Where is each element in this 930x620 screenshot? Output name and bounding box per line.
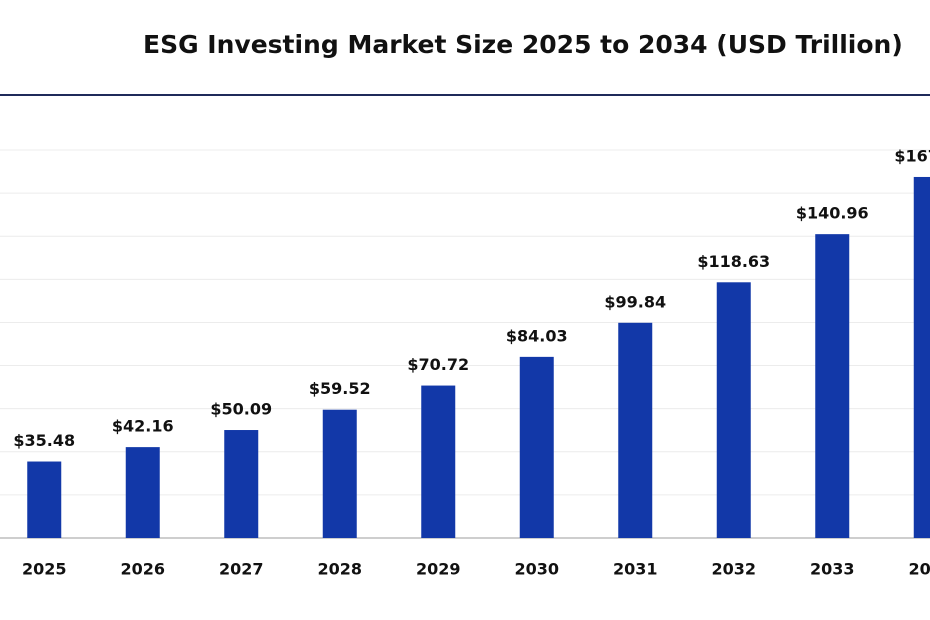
- value-label: $84.03: [506, 326, 568, 345]
- value-label: $99.84: [604, 292, 666, 311]
- x-tick-label: 2028: [317, 560, 362, 579]
- bar: [519, 356, 554, 538]
- x-tick-label: 2026: [120, 560, 165, 579]
- x-tick-label: 2033: [810, 560, 855, 579]
- bar: [27, 461, 62, 538]
- value-label: $140.96: [796, 204, 869, 223]
- x-tick-label: 2030: [514, 560, 559, 579]
- x-tick-label: 2034: [908, 560, 930, 579]
- bar: [815, 234, 850, 538]
- bar: [322, 409, 357, 538]
- bar: [913, 176, 930, 538]
- value-label: $35.48: [13, 431, 75, 450]
- bar: [716, 282, 751, 538]
- x-tick-label: 2027: [219, 560, 264, 579]
- chart-title: ESG Investing Market Size 2025 to 2034 (…: [143, 30, 903, 59]
- bar: [618, 322, 653, 538]
- x-tick-label: 2032: [711, 560, 756, 579]
- x-tick-label: 2029: [416, 560, 461, 579]
- value-label: $118.63: [697, 252, 770, 271]
- bar: [224, 430, 259, 538]
- x-tick-label: 2031: [613, 560, 658, 579]
- value-label: $50.09: [210, 400, 272, 419]
- bar: [421, 385, 456, 538]
- value-label: $167.49: [894, 146, 930, 165]
- value-label: $42.16: [112, 417, 174, 436]
- bar: [125, 447, 160, 538]
- value-label: $59.52: [309, 379, 371, 398]
- value-label: $70.72: [407, 355, 469, 374]
- x-tick-label: 2025: [22, 560, 67, 579]
